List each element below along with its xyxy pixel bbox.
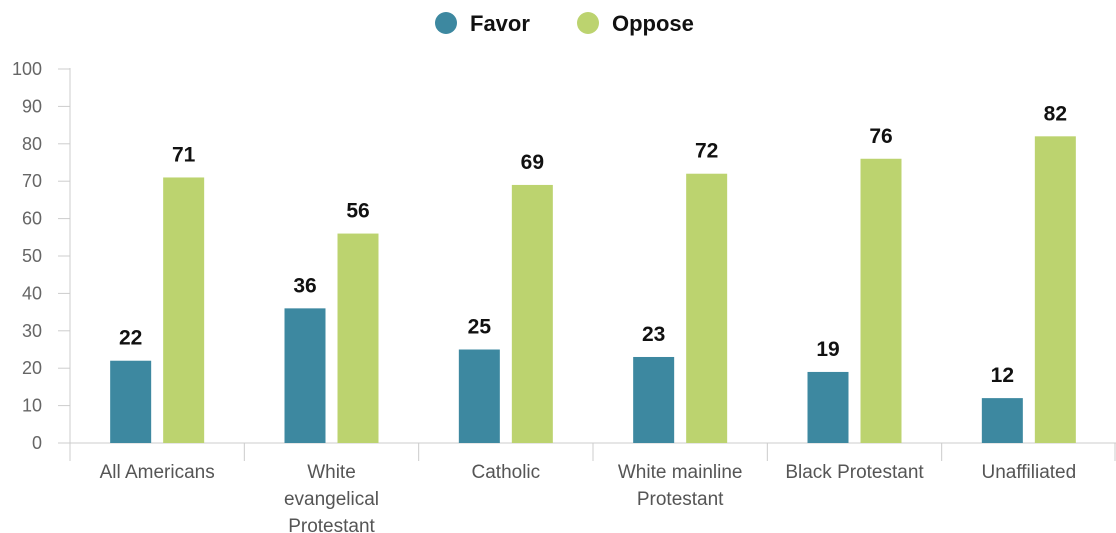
y-tick-label: 100 — [12, 59, 42, 79]
y-tick-label: 0 — [32, 433, 42, 453]
data-label-favor: 25 — [468, 316, 492, 339]
data-label-oppose: 56 — [346, 200, 369, 223]
y-tick-label: 50 — [22, 246, 42, 266]
x-axis: All Americans White evangelical Protestant C… — [69, 442, 1116, 533]
x-tick-label: All Americans — [100, 462, 215, 483]
x-tick-label: Black Protestant — [785, 462, 924, 483]
legend-label-favor: Favor — [470, 11, 530, 36]
data-label-favor: 36 — [293, 274, 316, 297]
data-label-oppose: 76 — [869, 125, 892, 148]
y-tick-label: 90 — [22, 96, 42, 116]
bar-oppose — [1034, 136, 1076, 443]
bar-favor — [633, 356, 675, 443]
bar-oppose — [860, 158, 902, 443]
y-tick-label: 40 — [22, 283, 42, 303]
data-label-oppose: 71 — [172, 143, 196, 166]
y-axis: 0 10 20 30 40 50 60 70 80 90 100 — [12, 59, 71, 453]
data-label-favor: 12 — [991, 364, 1014, 387]
x-tick-label: White mainline Protestant — [618, 462, 743, 510]
x-tick-label: Catholic — [472, 462, 541, 483]
data-labels: 22 71 36 56 25 69 23 72 19 76 12 82 — [119, 102, 1067, 387]
bar-oppose — [337, 233, 379, 443]
data-label-oppose: 72 — [695, 140, 718, 163]
bar-favor — [807, 371, 849, 443]
legend: Favor Oppose — [435, 11, 694, 36]
bar-oppose — [511, 184, 553, 443]
data-label-favor: 19 — [816, 338, 839, 361]
bar-favor — [110, 360, 152, 443]
bar-favor — [458, 349, 500, 443]
y-tick-label: 80 — [22, 134, 42, 154]
data-label-favor: 23 — [642, 323, 665, 346]
bars — [110, 136, 1076, 443]
bar-favor — [981, 398, 1023, 443]
bar-oppose — [163, 177, 205, 443]
data-label-oppose: 82 — [1044, 102, 1067, 125]
data-label-oppose: 69 — [521, 151, 544, 174]
legend-label-oppose: Oppose — [612, 11, 694, 36]
legend-marker-oppose — [577, 12, 599, 34]
data-label-favor: 22 — [119, 327, 142, 350]
y-tick-label: 20 — [22, 358, 42, 378]
y-tick-label: 10 — [22, 396, 42, 416]
bar-favor — [284, 308, 326, 443]
y-tick-label: 70 — [22, 171, 42, 191]
legend-marker-favor — [435, 12, 457, 34]
bar-oppose — [686, 173, 728, 443]
x-tick-label: White evangelical Protestant — [284, 462, 379, 533]
y-tick-label: 30 — [22, 321, 42, 341]
x-tick-label: Unaffiliated — [981, 462, 1076, 483]
y-tick-label: 60 — [22, 209, 42, 229]
